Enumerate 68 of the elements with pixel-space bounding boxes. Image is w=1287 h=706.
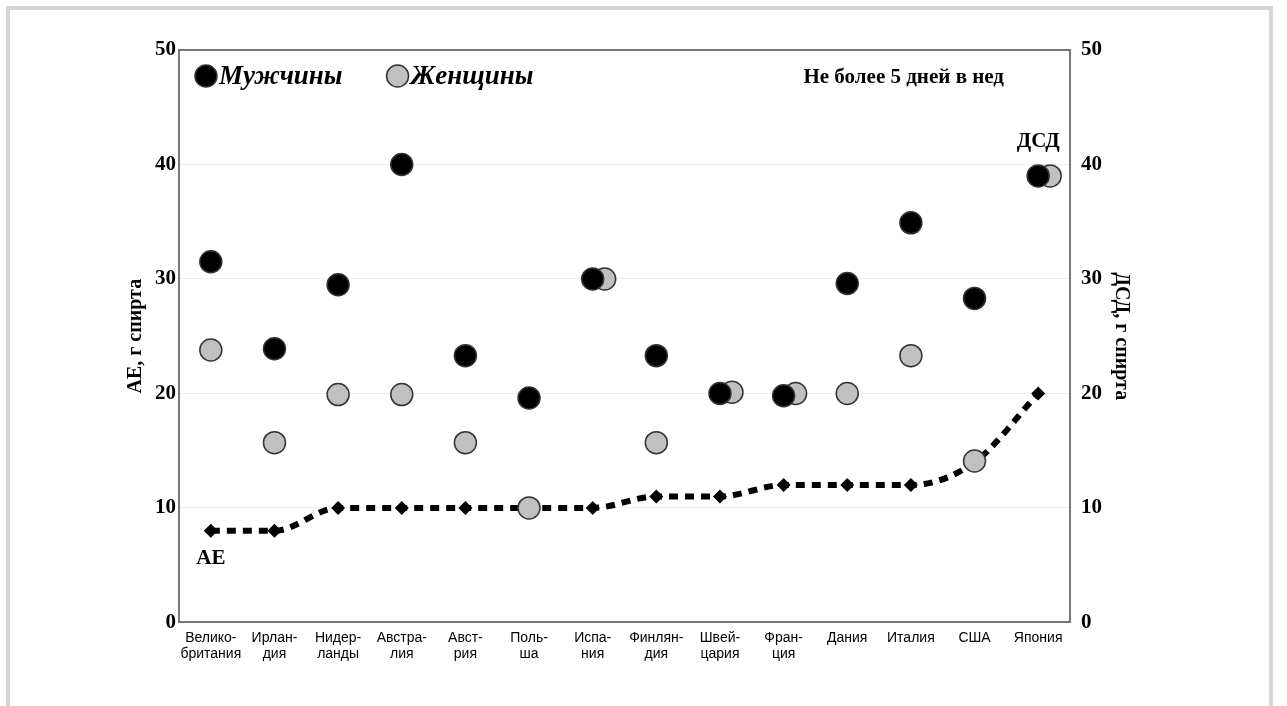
y2-axis-title: ДСД, г спирта <box>1110 272 1134 401</box>
x-tick-label: Финлян- дия <box>629 628 684 662</box>
point <box>776 478 791 493</box>
x-tick-label: Швей- цария <box>699 628 741 662</box>
point <box>903 478 918 493</box>
point <box>649 489 664 504</box>
y-tick-label: 20 <box>155 379 176 404</box>
point <box>644 343 669 368</box>
y2-tick-label: 50 <box>1081 36 1102 61</box>
y-tick-label: 40 <box>155 150 176 175</box>
point <box>390 382 414 407</box>
point <box>517 496 541 520</box>
x-tick-label: Италия <box>887 628 935 645</box>
point <box>199 338 223 362</box>
point <box>835 271 859 296</box>
point <box>262 430 287 455</box>
legend-label: Женщины <box>408 59 534 90</box>
x-tick-label: Авст- рия <box>448 628 484 662</box>
point <box>1031 386 1046 401</box>
point <box>899 343 923 368</box>
point <box>458 500 473 515</box>
point <box>712 489 727 504</box>
y2-tick-label: 0 <box>1081 608 1092 633</box>
annotation: Не более 5 дней в нед <box>803 64 1005 89</box>
point <box>840 478 855 493</box>
x-tick-label: США <box>958 628 992 645</box>
point <box>390 152 414 177</box>
y-tick-label: 30 <box>155 265 176 290</box>
point <box>580 267 605 291</box>
point <box>771 383 796 408</box>
point <box>262 337 287 361</box>
point <box>962 286 987 311</box>
point <box>331 500 346 515</box>
x-tick-label: Нидер- ланды <box>314 628 362 662</box>
y-tick-label: 10 <box>155 494 176 519</box>
point <box>394 500 409 515</box>
point <box>708 381 732 406</box>
point <box>453 343 478 368</box>
point <box>962 449 987 473</box>
x-tick-label: Дания <box>827 628 868 645</box>
x-tick-label: Ирлан- дия <box>251 628 298 662</box>
x-tick-label: Испа- ния <box>574 628 612 662</box>
x-tick-label: Фран- ция <box>764 628 804 662</box>
legend-label: Мужчины <box>218 59 343 90</box>
y-tick-label: 0 <box>165 608 176 633</box>
annotation: АЕ <box>196 545 226 570</box>
y2-tick-label: 30 <box>1081 265 1102 290</box>
annotation: ДСД <box>1016 128 1061 153</box>
y2-tick-label: 20 <box>1081 379 1102 404</box>
y-tick-label: 50 <box>155 36 176 61</box>
point <box>517 386 541 410</box>
point <box>835 381 859 406</box>
x-tick-label: Поль- ша <box>510 628 549 662</box>
y2-tick-label: 10 <box>1081 494 1102 519</box>
point <box>199 250 223 274</box>
point <box>453 430 478 455</box>
x-tick-label: Япония <box>1013 628 1063 645</box>
point <box>644 430 669 455</box>
point <box>1026 164 1050 188</box>
point <box>326 382 350 407</box>
point <box>326 272 350 297</box>
y2-tick-label: 40 <box>1081 150 1102 175</box>
x-tick-label: Велико- британия <box>180 628 242 662</box>
x-tick-label: Австра- лия <box>376 628 428 662</box>
point <box>899 211 923 235</box>
y-axis-title: АЕ, г спирта <box>123 278 147 394</box>
point <box>203 523 218 538</box>
point <box>585 500 600 515</box>
